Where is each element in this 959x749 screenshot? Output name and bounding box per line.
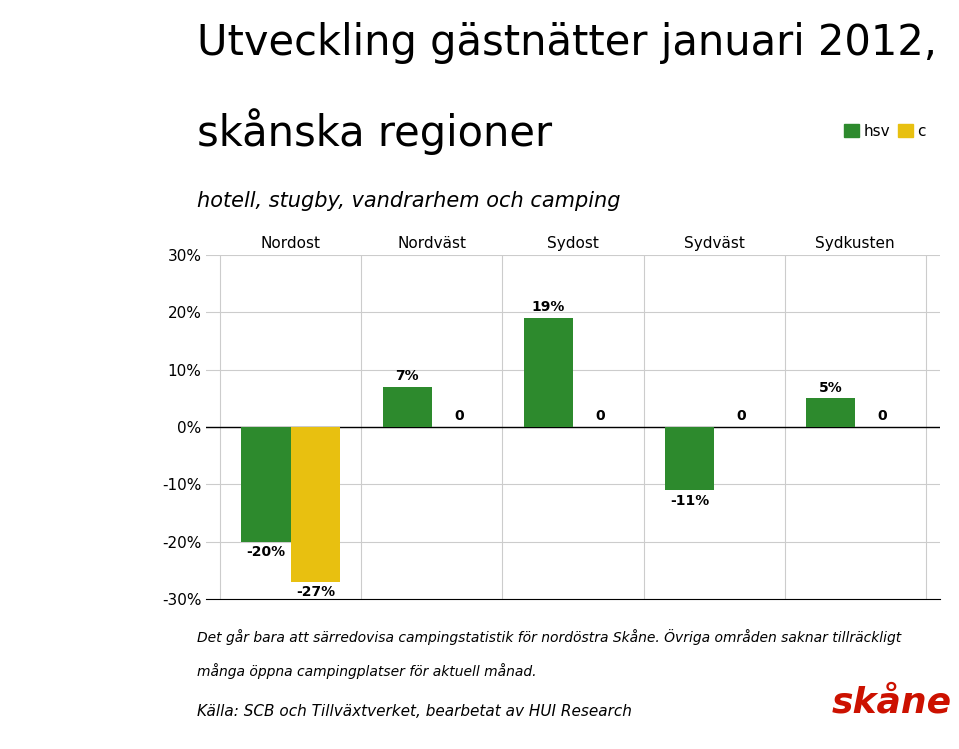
Text: 5%: 5% [819,380,842,395]
Text: Sydväst: Sydväst [684,236,744,251]
Bar [383,386,432,427]
Bar [242,427,291,542]
Text: 0: 0 [596,410,605,423]
Text: många öppna campingplatser för aktuell månad.: många öppna campingplatser för aktuell m… [197,663,536,679]
Text: Det går bara att särredovisa campingstatistik för nordöstra Skåne. Övriga område: Det går bara att särredovisa campingstat… [197,629,901,645]
Text: Sydost: Sydost [547,236,599,251]
Text: skane.com: skane.com [27,26,103,40]
Text: Utveckling gästnätter januari 2012,: Utveckling gästnätter januari 2012, [197,22,937,64]
Bar [806,398,855,427]
Text: hotell, stugby, vandrarhem och camping: hotell, stugby, vandrarhem och camping [197,191,620,211]
Text: 0: 0 [455,410,464,423]
Text: Sydkusten: Sydkusten [815,236,895,251]
Bar [291,427,340,582]
Text: 0: 0 [877,410,887,423]
Legend: hsv, c: hsv, c [837,118,932,145]
Bar [665,427,714,490]
Text: 19%: 19% [531,300,565,315]
Text: Nordväst: Nordväst [397,236,466,251]
Text: skåne: skåne [831,685,952,719]
Text: -11%: -11% [669,494,709,508]
Text: 7%: 7% [395,369,419,383]
Text: 0: 0 [737,410,746,423]
Text: Nordost: Nordost [261,236,321,251]
Text: -20%: -20% [246,545,286,560]
Text: skånska regioner: skånska regioner [197,109,551,156]
Text: Källa: SCB och Tillväxtverket, bearbetat av HUI Research: Källa: SCB och Tillväxtverket, bearbetat… [197,704,631,719]
Bar [524,318,573,427]
Text: -27%: -27% [296,586,335,599]
